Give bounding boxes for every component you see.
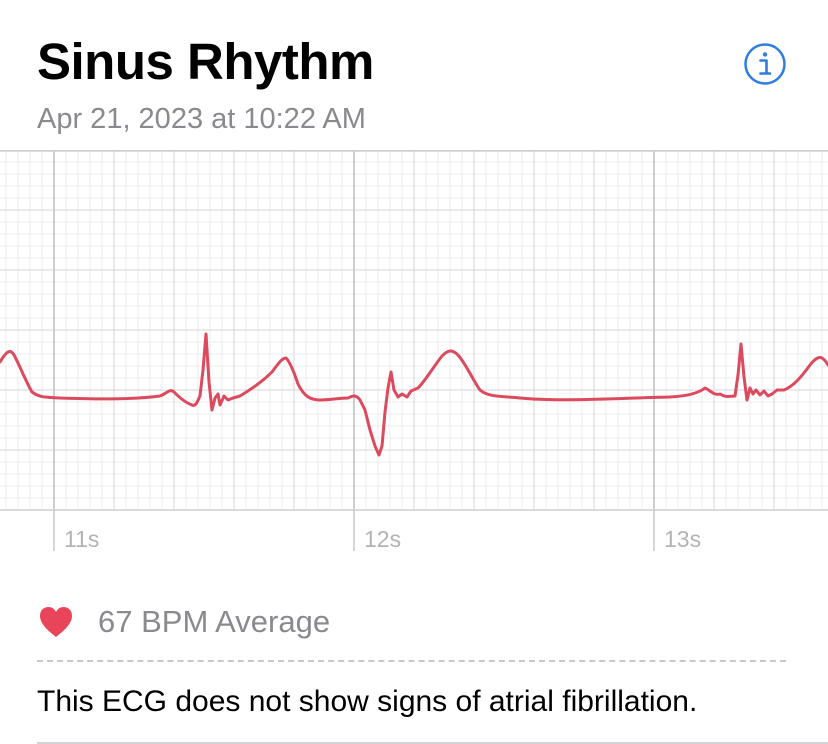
bpm-summary: 67 BPM Average <box>38 600 330 644</box>
time-label-13s: 13s <box>664 526 701 552</box>
ecg-trace <box>0 332 828 457</box>
heart-icon <box>40 607 72 637</box>
bpm-average: 67 BPM Average <box>98 604 331 639</box>
bottom-divider <box>37 742 828 744</box>
info-icon[interactable] <box>743 42 787 86</box>
ecg-grid <box>0 150 828 511</box>
recording-date: Apr 21, 2023 at 10:22 AM <box>37 103 366 135</box>
page-title: Sinus Rhythm <box>37 33 374 90</box>
ecg-chart: 11s 12s 13s <box>0 150 828 552</box>
dashed-divider <box>37 660 786 662</box>
ecg-result-text: This ECG does not show signs of atrial f… <box>37 685 698 718</box>
time-label-11s: 11s <box>64 526 99 552</box>
time-label-12s: 12s <box>364 526 401 552</box>
